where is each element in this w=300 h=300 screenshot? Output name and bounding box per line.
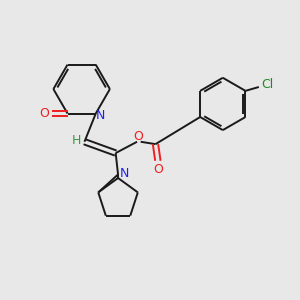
Text: O: O bbox=[153, 163, 163, 176]
Text: O: O bbox=[133, 130, 143, 143]
Text: N: N bbox=[120, 167, 129, 180]
Text: H: H bbox=[71, 134, 81, 147]
Text: Cl: Cl bbox=[261, 77, 273, 91]
Text: N: N bbox=[96, 109, 106, 122]
Text: O: O bbox=[40, 107, 50, 120]
